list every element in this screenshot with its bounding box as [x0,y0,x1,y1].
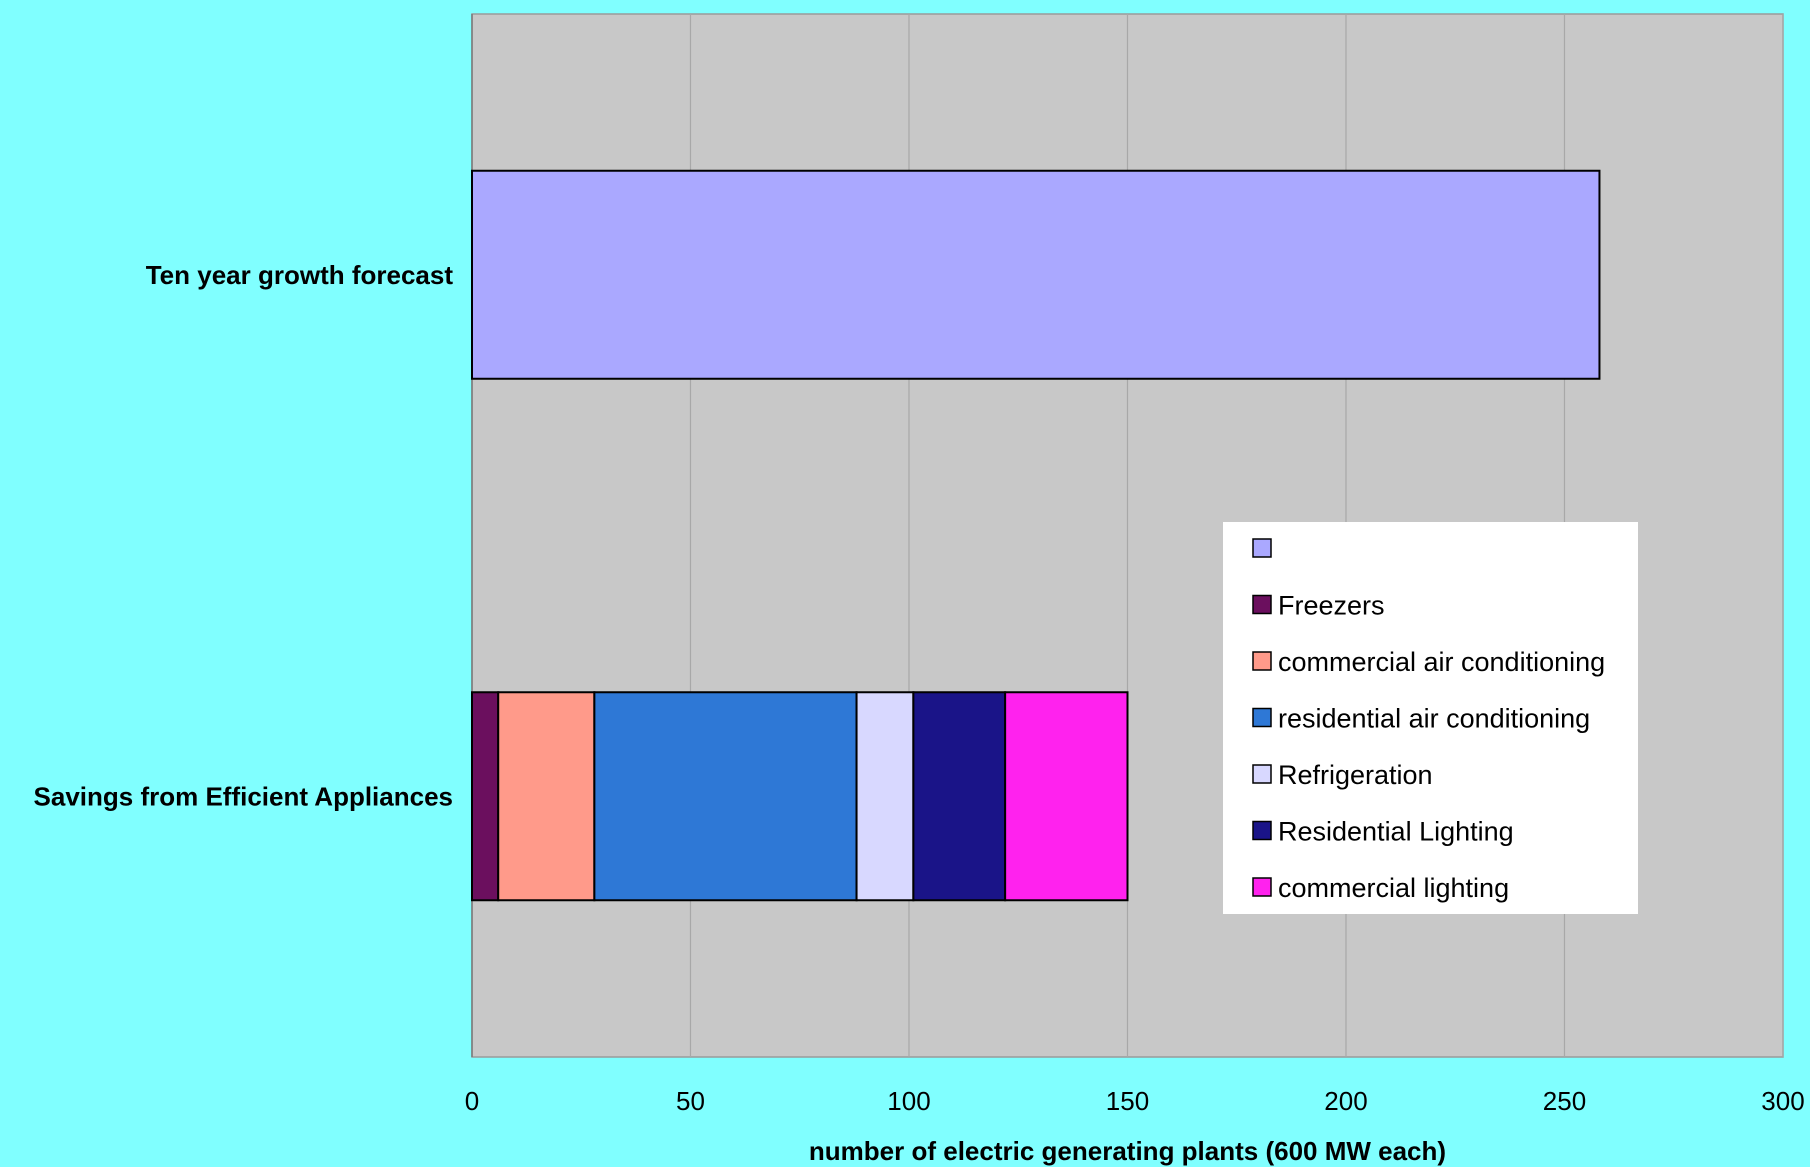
bar-segment [471,691,500,902]
x-tick-label: 300 [1761,1086,1804,1116]
legend-label: residential air conditioning [1278,704,1590,734]
legend-label: Residential Lighting [1278,817,1514,847]
legend-swatch [1252,594,1272,615]
category-label: Savings from Efficient Appliances [34,781,453,811]
legend-swatch [1252,651,1272,671]
x-tick-label: 50 [676,1086,705,1116]
bar-segment [593,691,858,902]
bar-segment [912,691,1007,902]
legend-swatch [1252,820,1272,841]
legend-label: commercial air conditioning [1278,647,1605,677]
legend-swatch [1252,707,1272,728]
x-axis-title: number of electric generating plants (60… [809,1136,1446,1166]
bar-segment [471,169,1601,380]
x-tick-label: 150 [1106,1086,1149,1116]
category-label: Ten year growth forecast [146,260,454,290]
x-tick-label: 250 [1543,1086,1586,1116]
x-tick-label: 0 [465,1086,479,1116]
legend-label: commercial lighting [1278,873,1509,903]
legend-label: Freezers [1278,591,1385,621]
legend-swatch [1252,538,1272,558]
legend-swatch [1252,764,1272,784]
category-labels: Ten year growth forecast Savings from Eff… [34,260,454,812]
legend: Freezers commercial air conditioning resid… [1223,522,1638,914]
bar-segment [855,691,915,902]
bar-segment [497,691,596,902]
x-axis-ticks: 0 50 100 150 200 250 300 [465,1086,1805,1116]
x-tick-label: 100 [887,1086,930,1116]
bar-segment [1004,691,1129,902]
bars [471,169,1601,902]
legend-box [1223,522,1638,914]
x-tick-label: 200 [1324,1086,1367,1116]
legend-label: Refrigeration [1278,760,1433,790]
legend-swatch [1252,877,1272,897]
